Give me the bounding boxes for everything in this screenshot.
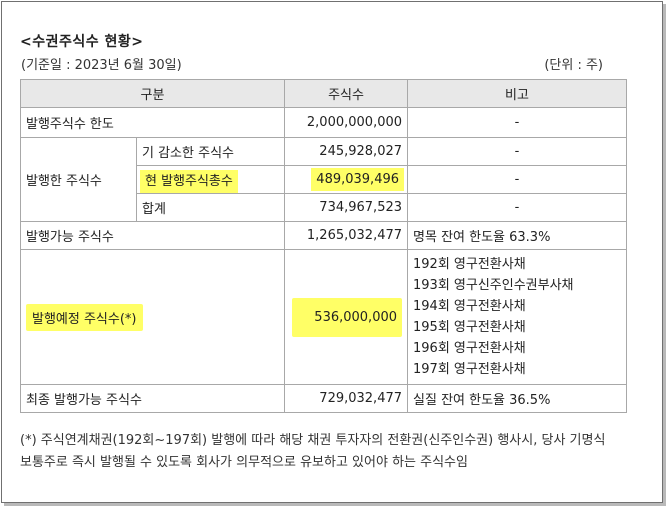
planned-note: 195회 영구전환사채 bbox=[413, 320, 526, 335]
table-row: 발행주식수 한도 2,000,000,000 - bbox=[19, 107, 628, 138]
sub-label-decreased: 기 감소한 주식수 bbox=[135, 137, 286, 166]
row-label-available: 발행가능 주식수 bbox=[19, 221, 286, 250]
unit-label: (단위 : 주) bbox=[544, 58, 603, 73]
row-label-final: 최종 발행가능 주식수 bbox=[19, 384, 286, 413]
sub-value-decreased: 245,928,027 bbox=[284, 137, 409, 166]
row-remark-planned: 192회 영구전환사채 193회 영구신주인수권부사채 194회 영구전환사채 … bbox=[407, 249, 628, 385]
table-row: 합계 734,967,523 - bbox=[21, 193, 628, 222]
row-value-limit: 2,000,000,000 bbox=[284, 107, 409, 138]
highlight-planned-value: 536,000,000 bbox=[292, 297, 403, 337]
highlight-planned-label: 발행예정 주식수(*) bbox=[26, 303, 143, 331]
header-remark: 비고 bbox=[407, 79, 628, 108]
highlight-current-total-label: 현 발행주식총수 bbox=[142, 172, 236, 191]
sub-remark-decreased: - bbox=[407, 137, 628, 166]
table-row: 발행가능 주식수 1,265,032,477 명목 잔여 한도율 63.3% bbox=[19, 221, 628, 250]
planned-note: 197회 영구전환사채 bbox=[413, 362, 526, 377]
highlight-current-total-value: 489,039,496 bbox=[313, 170, 403, 189]
table-row: 발행예정 주식수(*) 536,000,000 192회 영구전환사채 193회… bbox=[19, 249, 628, 385]
planned-note: 192회 영구전환사채 bbox=[413, 257, 526, 272]
row-value-final: 729,032,477 bbox=[284, 384, 409, 413]
row-remark-available: 명목 잔여 한도율 63.3% bbox=[407, 221, 628, 250]
sub-value-sum: 734,967,523 bbox=[284, 193, 409, 222]
row-label-issued: 발행한 주식수 bbox=[20, 137, 137, 222]
header-shares: 주식수 bbox=[284, 79, 409, 108]
row-label-planned: 발행예정 주식수(*) bbox=[19, 249, 286, 385]
planned-note: 193회 영구신주인수권부사채 bbox=[413, 278, 574, 293]
header-category: 구분 bbox=[19, 79, 286, 108]
authorized-shares-table: 구분 주식수 비고 발행주식수 한도 2,000,000,000 - 발행한 주… bbox=[19, 79, 628, 413]
row-value-available: 1,265,032,477 bbox=[284, 221, 409, 250]
table-row: 발행한 주식수 기 감소한 주식수 245,928,027 - bbox=[20, 137, 628, 222]
row-remark-final: 실질 잔여 한도율 36.5% bbox=[407, 384, 628, 413]
table-row: 최종 발행가능 주식수 729,032,477 실질 잔여 한도율 36.5% bbox=[19, 384, 628, 413]
sub-value-current-total: 489,039,496 bbox=[284, 165, 409, 194]
row-remark-limit: - bbox=[407, 107, 628, 138]
document-title: <수권주식수 현황> bbox=[20, 34, 144, 50]
base-date: (기준일 : 2023년 6월 30일) bbox=[21, 58, 182, 73]
sub-label-current-total: 현 발행주식총수 bbox=[135, 165, 286, 194]
planned-note: 196회 영구전환사채 bbox=[413, 341, 526, 356]
sub-label-sum: 합계 bbox=[135, 193, 286, 222]
row-value-planned: 536,000,000 bbox=[284, 249, 409, 385]
sub-remark-current-total: - bbox=[407, 165, 628, 194]
sub-remark-sum: - bbox=[407, 193, 628, 222]
table-header-row: 구분 주식수 비고 bbox=[19, 79, 628, 108]
row-label-limit: 발행주식수 한도 bbox=[19, 107, 286, 138]
planned-note: 194회 영구전환사채 bbox=[413, 299, 526, 314]
footnote: (*) 주식연계채권(192회~197회) 발행에 따라 해당 채권 투자자의 … bbox=[20, 433, 606, 470]
